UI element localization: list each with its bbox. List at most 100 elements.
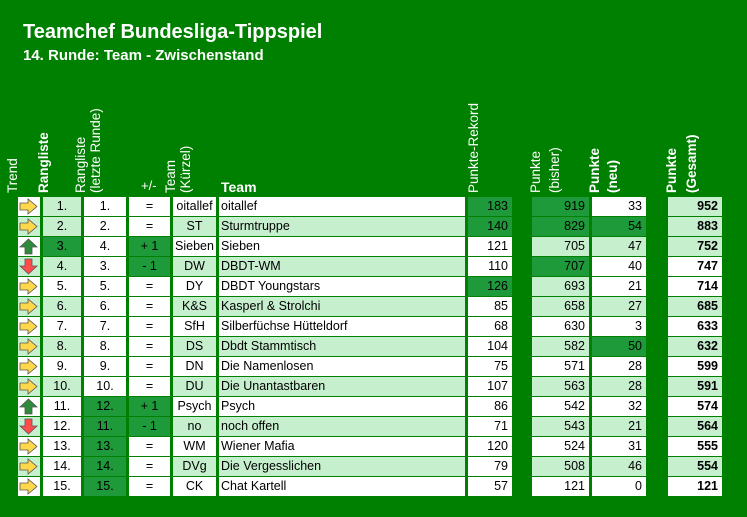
cell-prev[interactable]: 14. (84, 457, 126, 476)
cell-neu[interactable]: 46 (592, 457, 646, 476)
cell-neu[interactable]: 31 (592, 437, 646, 456)
cell-rekord[interactable]: 107 (468, 377, 512, 396)
cell-rank[interactable]: 2. (43, 217, 81, 236)
cell-bisher[interactable]: 658 (532, 297, 589, 316)
cell-code[interactable]: K&S (173, 297, 216, 316)
cell-name[interactable]: Psych (219, 397, 465, 416)
cell-neu[interactable]: 28 (592, 377, 646, 396)
cell-change[interactable]: = (129, 337, 170, 356)
cell-gesamt[interactable]: 554 (668, 457, 722, 476)
cell-code[interactable]: Sieben (173, 237, 216, 256)
cell-name[interactable]: oitallef (219, 197, 465, 216)
cell-prev[interactable]: 1. (84, 197, 126, 216)
cell-code[interactable]: DU (173, 377, 216, 396)
cell-prev[interactable]: 11. (84, 417, 126, 436)
cell-neu[interactable]: 50 (592, 337, 646, 356)
cell-prev[interactable]: 15. (84, 477, 126, 496)
cell-neu[interactable]: 0 (592, 477, 646, 496)
cell-name[interactable]: DBDT Youngstars (219, 277, 465, 296)
cell-rank[interactable]: 5. (43, 277, 81, 296)
cell-rank[interactable]: 3. (43, 237, 81, 256)
cell-name[interactable]: Kasperl & Strolchi (219, 297, 465, 316)
cell-rank[interactable]: 15. (43, 477, 81, 496)
cell-change[interactable]: = (129, 477, 170, 496)
cell-rekord[interactable]: 121 (468, 237, 512, 256)
cell-prev[interactable]: 9. (84, 357, 126, 376)
cell-gesamt[interactable]: 633 (668, 317, 722, 336)
cell-rank[interactable]: 4. (43, 257, 81, 276)
cell-change[interactable]: = (129, 457, 170, 476)
cell-name[interactable]: Sturmtruppe (219, 217, 465, 236)
cell-rank[interactable]: 9. (43, 357, 81, 376)
cell-rekord[interactable]: 79 (468, 457, 512, 476)
cell-bisher[interactable]: 919 (532, 197, 589, 216)
cell-name[interactable]: Die Namenlosen (219, 357, 465, 376)
cell-neu[interactable]: 21 (592, 277, 646, 296)
cell-change[interactable]: - 1 (129, 257, 170, 276)
cell-neu[interactable]: 47 (592, 237, 646, 256)
cell-rekord[interactable]: 126 (468, 277, 512, 296)
cell-gesamt[interactable]: 752 (668, 237, 722, 256)
cell-code[interactable]: Psych (173, 397, 216, 416)
cell-gesamt[interactable]: 883 (668, 217, 722, 236)
cell-change[interactable]: = (129, 437, 170, 456)
cell-rekord[interactable]: 86 (468, 397, 512, 416)
cell-gesamt[interactable]: 599 (668, 357, 722, 376)
cell-gesamt[interactable]: 574 (668, 397, 722, 416)
cell-gesamt[interactable]: 952 (668, 197, 722, 216)
cell-bisher[interactable]: 630 (532, 317, 589, 336)
cell-rank[interactable]: 10. (43, 377, 81, 396)
cell-change[interactable]: = (129, 217, 170, 236)
cell-name[interactable]: Dbdt Stammtisch (219, 337, 465, 356)
cell-neu[interactable]: 21 (592, 417, 646, 436)
cell-name[interactable]: Silberfüchse Hütteldorf (219, 317, 465, 336)
cell-rekord[interactable]: 71 (468, 417, 512, 436)
cell-change[interactable]: = (129, 357, 170, 376)
cell-change[interactable]: = (129, 377, 170, 396)
cell-rank[interactable]: 6. (43, 297, 81, 316)
cell-rekord[interactable]: 110 (468, 257, 512, 276)
cell-bisher[interactable]: 707 (532, 257, 589, 276)
cell-change[interactable]: - 1 (129, 417, 170, 436)
cell-rank[interactable]: 14. (43, 457, 81, 476)
cell-gesamt[interactable]: 632 (668, 337, 722, 356)
cell-bisher[interactable]: 693 (532, 277, 589, 296)
cell-name[interactable]: Die Vergesslichen (219, 457, 465, 476)
cell-neu[interactable]: 32 (592, 397, 646, 416)
cell-prev[interactable]: 2. (84, 217, 126, 236)
cell-name[interactable]: Die Unantastbaren (219, 377, 465, 396)
cell-code[interactable]: SfH (173, 317, 216, 336)
cell-bisher[interactable]: 705 (532, 237, 589, 256)
cell-rank[interactable]: 1. (43, 197, 81, 216)
cell-code[interactable]: DW (173, 257, 216, 276)
cell-rank[interactable]: 7. (43, 317, 81, 336)
cell-code[interactable]: DS (173, 337, 216, 356)
cell-gesamt[interactable]: 685 (668, 297, 722, 316)
cell-rank[interactable]: 8. (43, 337, 81, 356)
cell-code[interactable]: CK (173, 477, 216, 496)
cell-bisher[interactable]: 829 (532, 217, 589, 236)
cell-code[interactable]: oitallef (173, 197, 216, 216)
cell-gesamt[interactable]: 591 (668, 377, 722, 396)
cell-prev[interactable]: 3. (84, 257, 126, 276)
cell-neu[interactable]: 54 (592, 217, 646, 236)
cell-code[interactable]: DVg (173, 457, 216, 476)
cell-gesamt[interactable]: 121 (668, 477, 722, 496)
cell-rekord[interactable]: 104 (468, 337, 512, 356)
cell-change[interactable]: = (129, 297, 170, 316)
cell-bisher[interactable]: 121 (532, 477, 589, 496)
cell-bisher[interactable]: 508 (532, 457, 589, 476)
cell-rekord[interactable]: 57 (468, 477, 512, 496)
cell-neu[interactable]: 33 (592, 197, 646, 216)
cell-code[interactable]: DN (173, 357, 216, 376)
cell-rekord[interactable]: 75 (468, 357, 512, 376)
cell-neu[interactable]: 27 (592, 297, 646, 316)
cell-prev[interactable]: 12. (84, 397, 126, 416)
cell-rank[interactable]: 13. (43, 437, 81, 456)
cell-bisher[interactable]: 542 (532, 397, 589, 416)
cell-code[interactable]: WM (173, 437, 216, 456)
cell-name[interactable]: Chat Kartell (219, 477, 465, 496)
cell-bisher[interactable]: 563 (532, 377, 589, 396)
cell-gesamt[interactable]: 564 (668, 417, 722, 436)
cell-prev[interactable]: 6. (84, 297, 126, 316)
